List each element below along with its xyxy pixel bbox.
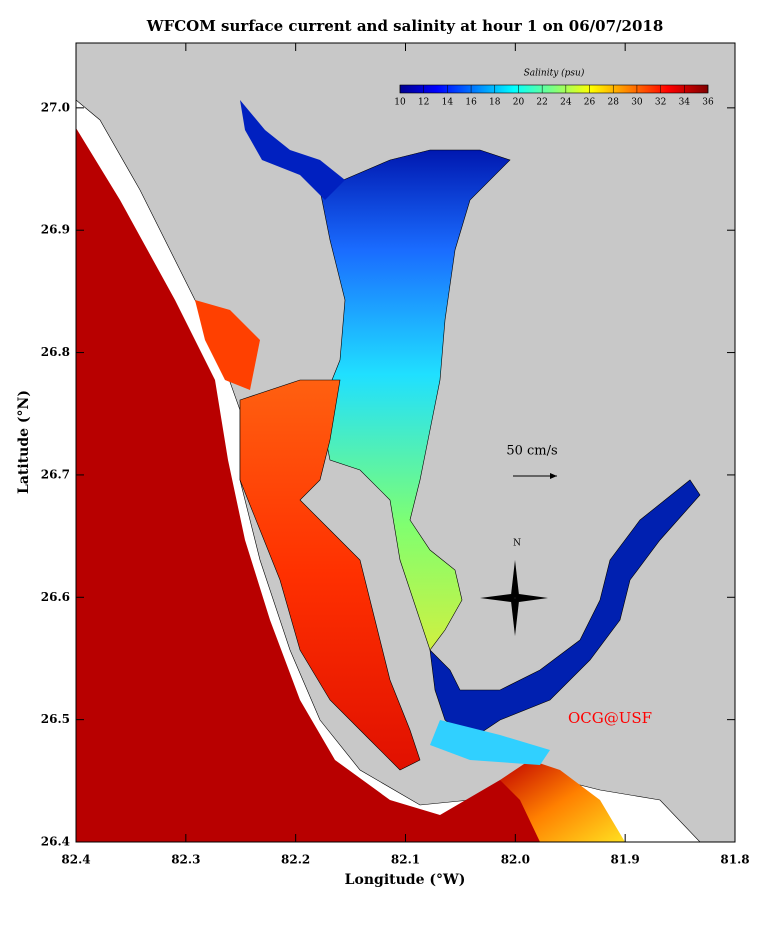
north-arrow: [480, 560, 548, 636]
title: WFCOM surface current and salinity at ho…: [146, 17, 664, 35]
san-carlos-bay: [500, 760, 625, 842]
y-tick-label: 26.4: [41, 835, 70, 849]
gasparilla-sound: [195, 300, 260, 390]
north-label: N: [513, 539, 521, 549]
x-tick-label: 82.0: [501, 853, 530, 867]
colorbar-tick-label: 28: [608, 98, 620, 108]
colorbar-tick-label: 18: [489, 98, 501, 108]
colorbar-title: Salinity (psu): [524, 68, 585, 79]
x-tick-label: 81.9: [611, 853, 640, 867]
colorbar-tick-label: 12: [418, 98, 429, 108]
pine-island-sound: [239, 379, 421, 771]
river-mouth: [430, 720, 550, 765]
myakka-river: [240, 100, 345, 200]
gulf: [76, 128, 560, 842]
colorbar-tick-label: 16: [465, 98, 477, 108]
y-tick-label: 26.6: [41, 590, 70, 604]
x-axis-label: Longitude (°W): [345, 872, 466, 888]
colorbar-tick-label: 34: [679, 98, 691, 108]
map-area: [76, 43, 735, 842]
y-tick-label: 26.5: [41, 712, 70, 726]
x-tick-label: 82.2: [281, 853, 310, 867]
x-tick-label: 81.8: [720, 853, 749, 867]
y-tick-label: 26.8: [41, 345, 70, 359]
colorbar: [399, 84, 709, 94]
y-axis-label: Latitude (°N): [16, 390, 32, 494]
colorbar-tick-label: 22: [536, 98, 547, 108]
colorbar-tick-label: 36: [702, 98, 714, 108]
y-tick-label: 26.9: [41, 223, 70, 237]
y-tick-label: 27.0: [41, 100, 70, 114]
colorbar-tick-label: 32: [655, 98, 666, 108]
colorbar-tick-label: 10: [394, 98, 406, 108]
colorbar-tick-label: 20: [513, 98, 525, 108]
colorbar-tick-label: 14: [442, 98, 454, 108]
scale-label: 50 cm/s: [506, 444, 557, 459]
colorbar-tick-label: 26: [584, 98, 596, 108]
scale-arrow-head: [550, 473, 557, 479]
credit: OCG@USF: [568, 709, 652, 727]
y-tick-label: 26.7: [41, 467, 70, 481]
colorbar-tick-label: 30: [631, 98, 643, 108]
x-tick-label: 82.4: [61, 853, 90, 867]
x-tick-label: 82.3: [171, 853, 200, 867]
x-tick-label: 82.1: [391, 853, 420, 867]
colorbar-tick-label: 24: [560, 98, 572, 108]
